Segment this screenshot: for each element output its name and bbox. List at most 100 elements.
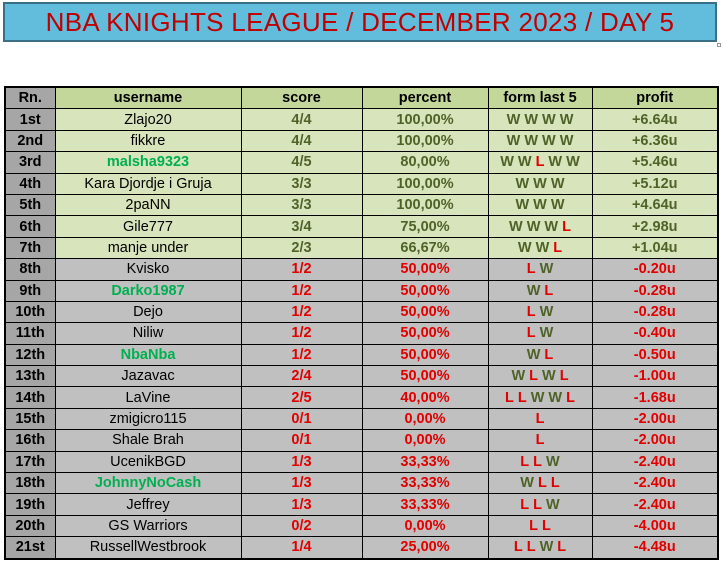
table-row: 5th 2paNN 3/3 100,00% W W W +4.64u [4, 193, 719, 217]
form-loss-mark: L [513, 539, 523, 556]
score-cell: 1/2 [240, 279, 363, 302]
rank-cell: 2nd [4, 129, 56, 153]
form-loss-mark: L [535, 411, 545, 428]
page-title: NBA KNIGHTS LEAGUE / DECEMBER 2023 / DAY… [45, 6, 675, 37]
form-loss-mark: L [550, 475, 560, 492]
score-cell: 4/5 [240, 151, 363, 174]
username-cell: manje under [54, 236, 242, 260]
username-cell: 2paNN [54, 193, 242, 217]
score-cell: 2/3 [240, 236, 363, 260]
percent-cell: 80,00% [361, 151, 489, 174]
rank-cell: 3rd [4, 151, 56, 174]
form-win-mark: W [559, 132, 574, 149]
form-win-mark: W [542, 111, 556, 128]
rank-cell: 20th [4, 514, 56, 538]
percent-cell: 50,00% [361, 322, 489, 345]
username-cell: Gile777 [54, 215, 242, 238]
profit-cell: -2.40u [591, 472, 719, 495]
rank-cell: 6th [4, 215, 56, 238]
table-row: 7th manje under 2/3 66,67% W W L +1.04u [4, 236, 719, 260]
username-cell: Kara Djordje i Gruja [54, 172, 242, 195]
form-loss-mark: L [517, 389, 527, 406]
profit-cell: -1.68u [591, 386, 719, 409]
form-win-mark: W [533, 197, 547, 214]
form-loss-mark: L [544, 346, 554, 363]
score-cell: 1/3 [240, 472, 363, 495]
form-win-mark: W [526, 282, 541, 299]
sheet-resize-handle [717, 43, 721, 47]
score-cell: 0/2 [240, 514, 363, 538]
form-loss-mark: L [520, 453, 530, 470]
table-row: 16th Shale Brah 0/1 0,00% L -2.00u [4, 429, 719, 452]
rank-cell: 12th [4, 343, 56, 367]
form-win-mark: W [539, 304, 554, 321]
score-cell: 1/2 [240, 300, 363, 324]
username-cell: JohnnyNoCash [54, 472, 242, 495]
form-loss-mark: L [557, 539, 567, 556]
table-row: 15th zmigicro115 0/1 0,00% L -2.00u [4, 407, 719, 431]
username-cell: zmigicro115 [54, 407, 242, 431]
form-win-mark: W [548, 154, 563, 171]
score-cell: 1/4 [240, 536, 363, 560]
score-cell: 0/1 [240, 429, 363, 452]
form-win-mark: W [509, 218, 523, 235]
form-win-mark: W [517, 154, 532, 171]
form-win-mark: W [535, 239, 550, 256]
form-win-mark: W [542, 368, 556, 385]
form-win-mark: W [515, 175, 530, 192]
form-cell: L [487, 429, 593, 452]
table-row: 4th Kara Djordje i Gruja 3/3 100,00% W W W +5.1… [4, 172, 719, 195]
profit-cell: +4.64u [591, 193, 719, 217]
percent-cell: 0,00% [361, 514, 489, 538]
form-win-mark: W [550, 175, 565, 192]
form-loss-mark: L [562, 218, 571, 235]
percent-cell: 33,33% [361, 450, 489, 474]
form-win-mark: W [546, 453, 560, 470]
profit-cell: +2.98u [591, 215, 719, 238]
score-cell: 3/4 [240, 215, 363, 238]
form-loss-mark: L [526, 539, 536, 556]
percent-cell: 25,00% [361, 536, 489, 560]
form-win-mark: W [524, 111, 538, 128]
table-row: 2nd fikkre 4/4 100,00% W W W W +6.36u [4, 129, 719, 153]
profit-cell: -4.48u [591, 536, 719, 560]
form-loss-mark: L [526, 304, 536, 321]
percent-cell: 50,00% [361, 258, 489, 281]
profit-cell: -2.00u [591, 429, 719, 452]
table-row: 11th Niliw 1/2 50,00% L W -0.40u [4, 322, 719, 345]
profit-cell: -2.00u [591, 407, 719, 431]
form-loss-mark: L [553, 239, 563, 256]
score-cell: 3/3 [240, 193, 363, 217]
form-win-mark: W [548, 389, 563, 406]
profit-cell: +6.36u [591, 129, 719, 153]
profit-cell: +1.04u [591, 236, 719, 260]
table-header-row: Rn. username score percent form last 5 p… [4, 86, 719, 110]
profit-cell: -0.28u [591, 279, 719, 302]
profit-cell: +6.64u [591, 108, 719, 131]
percent-cell: 33,33% [361, 493, 489, 516]
score-cell: 4/4 [240, 108, 363, 131]
score-cell: 1/2 [240, 322, 363, 345]
rank-cell: 4th [4, 172, 56, 195]
percent-cell: 100,00% [361, 108, 489, 131]
column-header-username: username [54, 86, 242, 110]
rank-cell: 18th [4, 472, 56, 495]
rank-cell: 15th [4, 407, 56, 431]
rank-cell: 7th [4, 236, 56, 260]
username-cell: fikkre [54, 129, 242, 153]
form-loss-mark: L [537, 475, 547, 492]
profit-cell: -2.40u [591, 493, 719, 516]
table-row: 1st Zlajo20 4/4 100,00% W W W W +6.64u [4, 108, 719, 131]
form-loss-mark: L [505, 389, 514, 406]
rank-cell: 16th [4, 429, 56, 452]
